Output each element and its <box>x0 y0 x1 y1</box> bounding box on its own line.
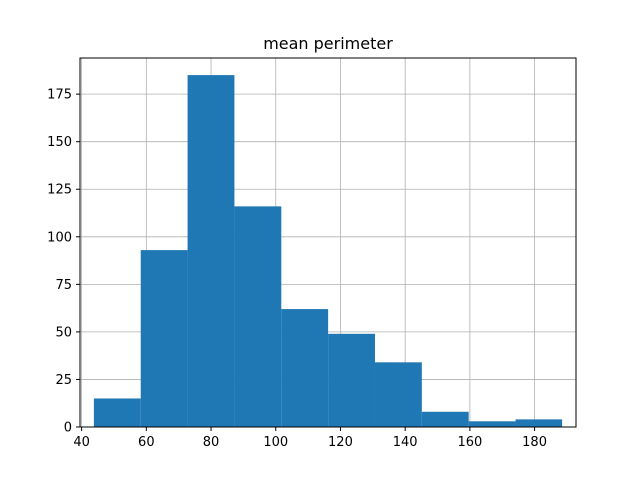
histogram-bar <box>374 362 422 427</box>
y-tick-label: 125 <box>47 183 72 198</box>
histogram-bar <box>140 250 188 427</box>
x-tick-label: 60 <box>138 435 155 450</box>
x-tick-label: 80 <box>203 435 220 450</box>
y-tick-label: 75 <box>55 278 72 293</box>
histogram-bar <box>93 398 141 427</box>
x-tick-label: 120 <box>328 435 353 450</box>
x-tick-label: 100 <box>263 435 288 450</box>
histogram-bar <box>234 206 282 427</box>
x-tick-label: 160 <box>457 435 482 450</box>
y-tick-label: 50 <box>55 325 72 340</box>
x-tick-label: 180 <box>522 435 547 450</box>
y-tick-label: 25 <box>55 373 72 388</box>
y-tick-label: 150 <box>47 135 72 150</box>
chart-title: mean perimeter <box>263 34 393 53</box>
x-tick-label: 140 <box>393 435 418 450</box>
histogram-bars <box>93 75 563 427</box>
histogram-bar <box>515 419 563 427</box>
y-axis-ticks: 0 25 50 75 100 125 150 175 <box>47 88 80 436</box>
histogram-bar <box>468 421 516 427</box>
histogram-bar <box>421 411 469 427</box>
y-tick-label: 175 <box>47 88 72 103</box>
x-axis-ticks: 40 60 80 100 120 140 160 180 <box>73 427 547 450</box>
histogram-bar <box>187 75 235 427</box>
x-tick-label: 40 <box>73 435 90 450</box>
histogram-bar <box>281 309 329 427</box>
histogram-bar <box>328 333 375 427</box>
axes-frame <box>79 57 577 428</box>
y-tick-label: 0 <box>64 421 72 436</box>
y-tick-label: 100 <box>47 230 72 245</box>
